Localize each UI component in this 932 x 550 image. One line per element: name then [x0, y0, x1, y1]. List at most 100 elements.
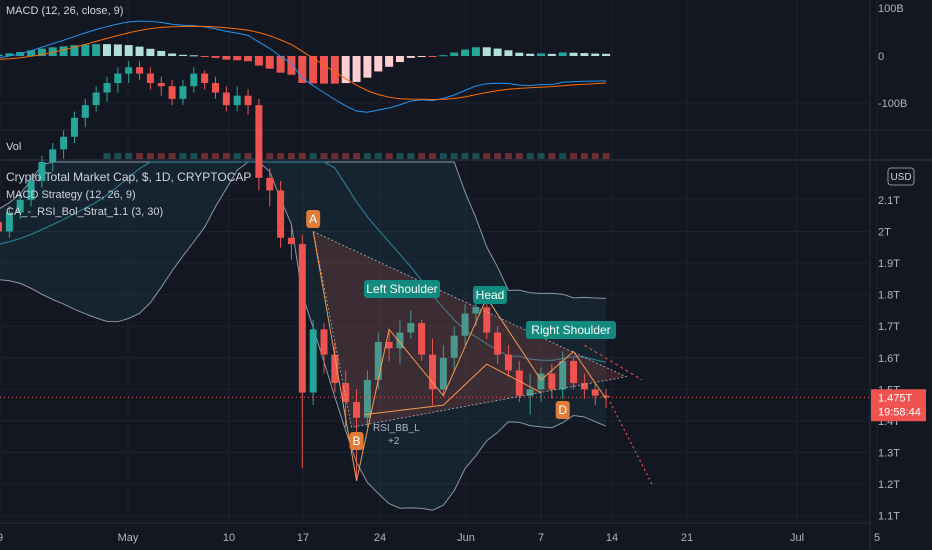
macd-histogram-bar: [352, 56, 361, 82]
y-tick-label: 1.7T: [878, 321, 900, 333]
volume-bar: [483, 153, 491, 159]
countdown-label: 19:58:44: [878, 406, 921, 418]
macd-histogram-bar: [320, 56, 328, 84]
volume-bar: [385, 153, 393, 159]
macd-histogram-bar: [254, 56, 263, 66]
macd-histogram-bar: [526, 53, 535, 56]
candle: [146, 73, 154, 84]
candle: [591, 389, 599, 396]
volume-bar: [168, 153, 176, 159]
candle: [483, 307, 491, 333]
candle: [244, 95, 252, 106]
macd-histogram-bar: [70, 45, 79, 56]
pattern-zigzag: [312, 231, 607, 482]
x-tick-label: Jul: [790, 532, 804, 544]
price-badge: [871, 389, 926, 422]
legend-indicator: CA_-_RSI_Bol_Strat_1.1 (3, 30): [6, 206, 163, 218]
volume-bar: [244, 153, 252, 159]
macd-histogram-bar: [493, 48, 502, 56]
annotations: A B D Left Shoulder Head Right Shoulder RSI_BB…: [306, 210, 653, 485]
volume-bar: [407, 153, 415, 159]
x-tick-label: 24: [374, 532, 386, 544]
candle: [255, 105, 263, 178]
volume-bar: [114, 153, 122, 159]
candle: [450, 335, 458, 358]
candle: [92, 92, 100, 106]
candle: [353, 402, 361, 418]
candle: [407, 323, 415, 333]
macd-histogram-bar: [48, 47, 57, 56]
label-rsi: RSI_BB_L: [373, 423, 420, 434]
volume-bar: [179, 153, 187, 159]
macd-histogram-bar: [385, 56, 394, 67]
candle: [49, 149, 57, 162]
macd-histogram-bar: [471, 47, 480, 56]
volume-bar: [494, 153, 502, 159]
macd-histogram-bar: [135, 46, 144, 56]
macd-histogram-bar: [558, 52, 567, 56]
macd-histogram-bar: [157, 50, 166, 56]
macd-histogram-bar: [330, 56, 339, 84]
macd-histogram-bar: [602, 53, 611, 56]
candle: [5, 212, 13, 232]
macd-y-tick-label: -100B: [878, 98, 907, 110]
candle: [331, 354, 339, 384]
macd-histogram-bar: [244, 56, 253, 62]
label-right-shoulder: Right Shoulder: [531, 323, 610, 337]
legend-symbol: Crypto Total Market Cap, $, 1D, CRYPTOCA…: [6, 170, 251, 184]
legend-strategy: MACD Strategy (12, 26, 9): [6, 189, 136, 201]
macd-histogram-bar: [428, 56, 437, 57]
macd-histogram-bar: [504, 50, 513, 56]
macd-histogram-bar: [569, 52, 578, 56]
volume-pane[interactable]: [103, 153, 610, 159]
candle: [27, 180, 35, 200]
macd-histogram-bar: [287, 56, 296, 75]
macd-histogram-bar: [265, 56, 274, 69]
macd-title: MACD (12, 26, close, 9): [6, 5, 123, 17]
volume-bar: [353, 153, 361, 159]
volume-bar: [570, 153, 578, 159]
macd-histogram-bar: [103, 44, 111, 56]
macd-histogram-bar: [547, 53, 556, 56]
candle: [504, 354, 512, 371]
candle: [70, 117, 78, 137]
candle: [179, 86, 187, 99]
candle: [580, 383, 588, 390]
macd-histogram-bar: [591, 53, 600, 56]
candle: [0, 222, 2, 232]
label-rsi-count: +2: [388, 436, 400, 447]
candle: [374, 342, 382, 380]
label-b-box: [349, 432, 364, 450]
price-pane[interactable]: [0, 60, 870, 511]
volume-bar: [342, 153, 350, 159]
macd-histogram-bar: [276, 56, 285, 73]
macd-pane[interactable]: [0, 20, 611, 113]
candle: [548, 373, 556, 390]
x-tick-label: 17: [297, 532, 309, 544]
volume-bar: [103, 153, 111, 159]
bollinger-basis: [0, 161, 607, 363]
candle: [212, 83, 219, 93]
candle: [103, 83, 111, 93]
macd-histogram-bar: [580, 53, 589, 56]
volume-bar: [515, 153, 523, 159]
macd-histogram-bar: [537, 53, 545, 56]
candle: [38, 162, 46, 181]
candle: [559, 360, 567, 390]
projection-line: [584, 344, 643, 381]
macd-histogram-bar: [124, 45, 133, 56]
candle: [16, 199, 24, 213]
x-tick-label: Jun: [457, 532, 475, 544]
x-tick-label: 14: [606, 532, 618, 544]
macd-histogram-bar: [363, 56, 372, 78]
macd-histogram-bar: [37, 48, 46, 56]
volume-bar: [309, 153, 317, 159]
axes: 100B0-100B2.1T2T1.9T1.8T1.7T1.6T1.5T1.4T…: [0, 3, 926, 544]
macd-histogram-bar: [309, 56, 318, 84]
macd-histogram-bar: [395, 56, 404, 63]
volume-bar: [136, 153, 144, 159]
candle: [385, 342, 393, 349]
label-head: Head: [476, 288, 505, 302]
